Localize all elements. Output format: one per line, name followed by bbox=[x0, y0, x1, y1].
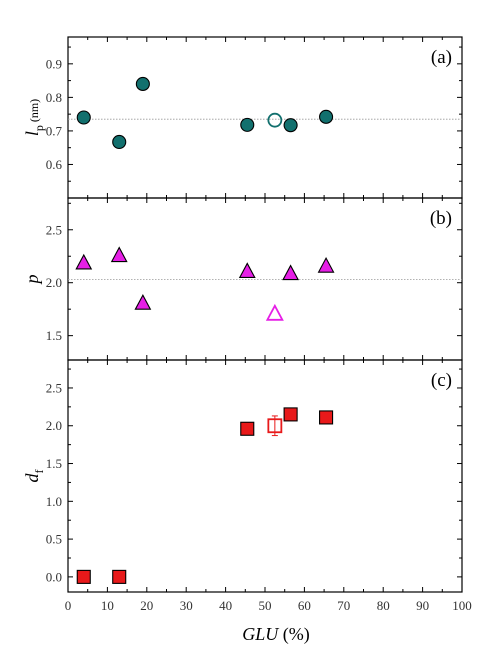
y-tick-label: 0.8 bbox=[46, 90, 62, 105]
data-point bbox=[283, 118, 298, 133]
data-point bbox=[319, 410, 334, 425]
panel-label: (a) bbox=[431, 47, 452, 68]
x-tick-label: 20 bbox=[140, 598, 153, 613]
data-point bbox=[134, 294, 152, 310]
data-point bbox=[76, 569, 91, 584]
y-tick-label: 0.5 bbox=[46, 532, 62, 547]
data-point bbox=[75, 253, 93, 270]
panel-3: 0.0 0.5 1.0 1.5 2.0 2.5 (c) df bbox=[22, 359, 463, 593]
x-axis: 0 10 20 30 40 50 60 70 80 90 100 bbox=[65, 598, 472, 613]
panel-frame bbox=[67, 197, 463, 361]
x-tick-label: 0 bbox=[65, 598, 72, 613]
y-tick-label: 2.0 bbox=[46, 275, 62, 290]
x-tick-label: 70 bbox=[337, 598, 350, 613]
y-tick-label: 2.5 bbox=[46, 380, 62, 395]
data-point bbox=[267, 418, 283, 434]
x-tick-label: 30 bbox=[180, 598, 193, 613]
y-tick-label: 0.9 bbox=[46, 56, 62, 71]
y-tick-label: 1.0 bbox=[46, 494, 62, 509]
y-tick-label: 2.0 bbox=[46, 418, 62, 433]
panel-frame bbox=[67, 359, 463, 593]
y-tick-label: 0.6 bbox=[46, 157, 63, 172]
data-point bbox=[317, 256, 335, 273]
panel-2: 1.5 2.0 2.5 (b) p bbox=[22, 197, 463, 361]
data-point bbox=[319, 109, 334, 124]
x-tick-label: 10 bbox=[101, 598, 114, 613]
y-tick-label: 0.7 bbox=[46, 123, 63, 138]
data-point bbox=[283, 407, 298, 422]
data-point bbox=[135, 76, 150, 92]
data-point bbox=[238, 262, 256, 278]
x-tick-label: 80 bbox=[377, 598, 390, 613]
y-tick-label: 1.5 bbox=[46, 328, 62, 343]
x-tick-label: 60 bbox=[298, 598, 311, 613]
panel-frame bbox=[67, 36, 463, 199]
x-tick-label: 100 bbox=[452, 598, 472, 613]
y-tick-label: 1.5 bbox=[46, 456, 62, 471]
y-axis-label: lp (nm) bbox=[22, 99, 46, 136]
chart-panels: 0.60.70.80.9 (a)lp (nm)1.52.02.5(b)p0.00.… bbox=[22, 36, 463, 593]
y-axis-label: p bbox=[22, 275, 42, 286]
data-point bbox=[112, 134, 127, 150]
data-point bbox=[110, 246, 128, 263]
data-point bbox=[240, 117, 255, 132]
x-axis-label: GLU (%) bbox=[242, 624, 310, 645]
x-tick-label: 90 bbox=[416, 598, 429, 613]
x-tick-label: 50 bbox=[259, 598, 272, 613]
y-tick-label: 2.5 bbox=[46, 222, 62, 237]
data-point bbox=[265, 303, 284, 321]
panel-label: (b) bbox=[430, 208, 452, 229]
data-point bbox=[240, 421, 255, 436]
data-point bbox=[267, 112, 283, 128]
panel-1: 0.6 0.7 0.8 0.9 (a) lp (nm) bbox=[22, 36, 463, 199]
y-tick-label: 0.0 bbox=[46, 569, 62, 584]
x-tick-label: 40 bbox=[219, 598, 232, 613]
data-point bbox=[76, 110, 91, 125]
y-axis-label: df bbox=[22, 470, 46, 483]
panel-label: (c) bbox=[431, 370, 452, 391]
data-point bbox=[112, 569, 127, 584]
data-point bbox=[282, 264, 300, 281]
